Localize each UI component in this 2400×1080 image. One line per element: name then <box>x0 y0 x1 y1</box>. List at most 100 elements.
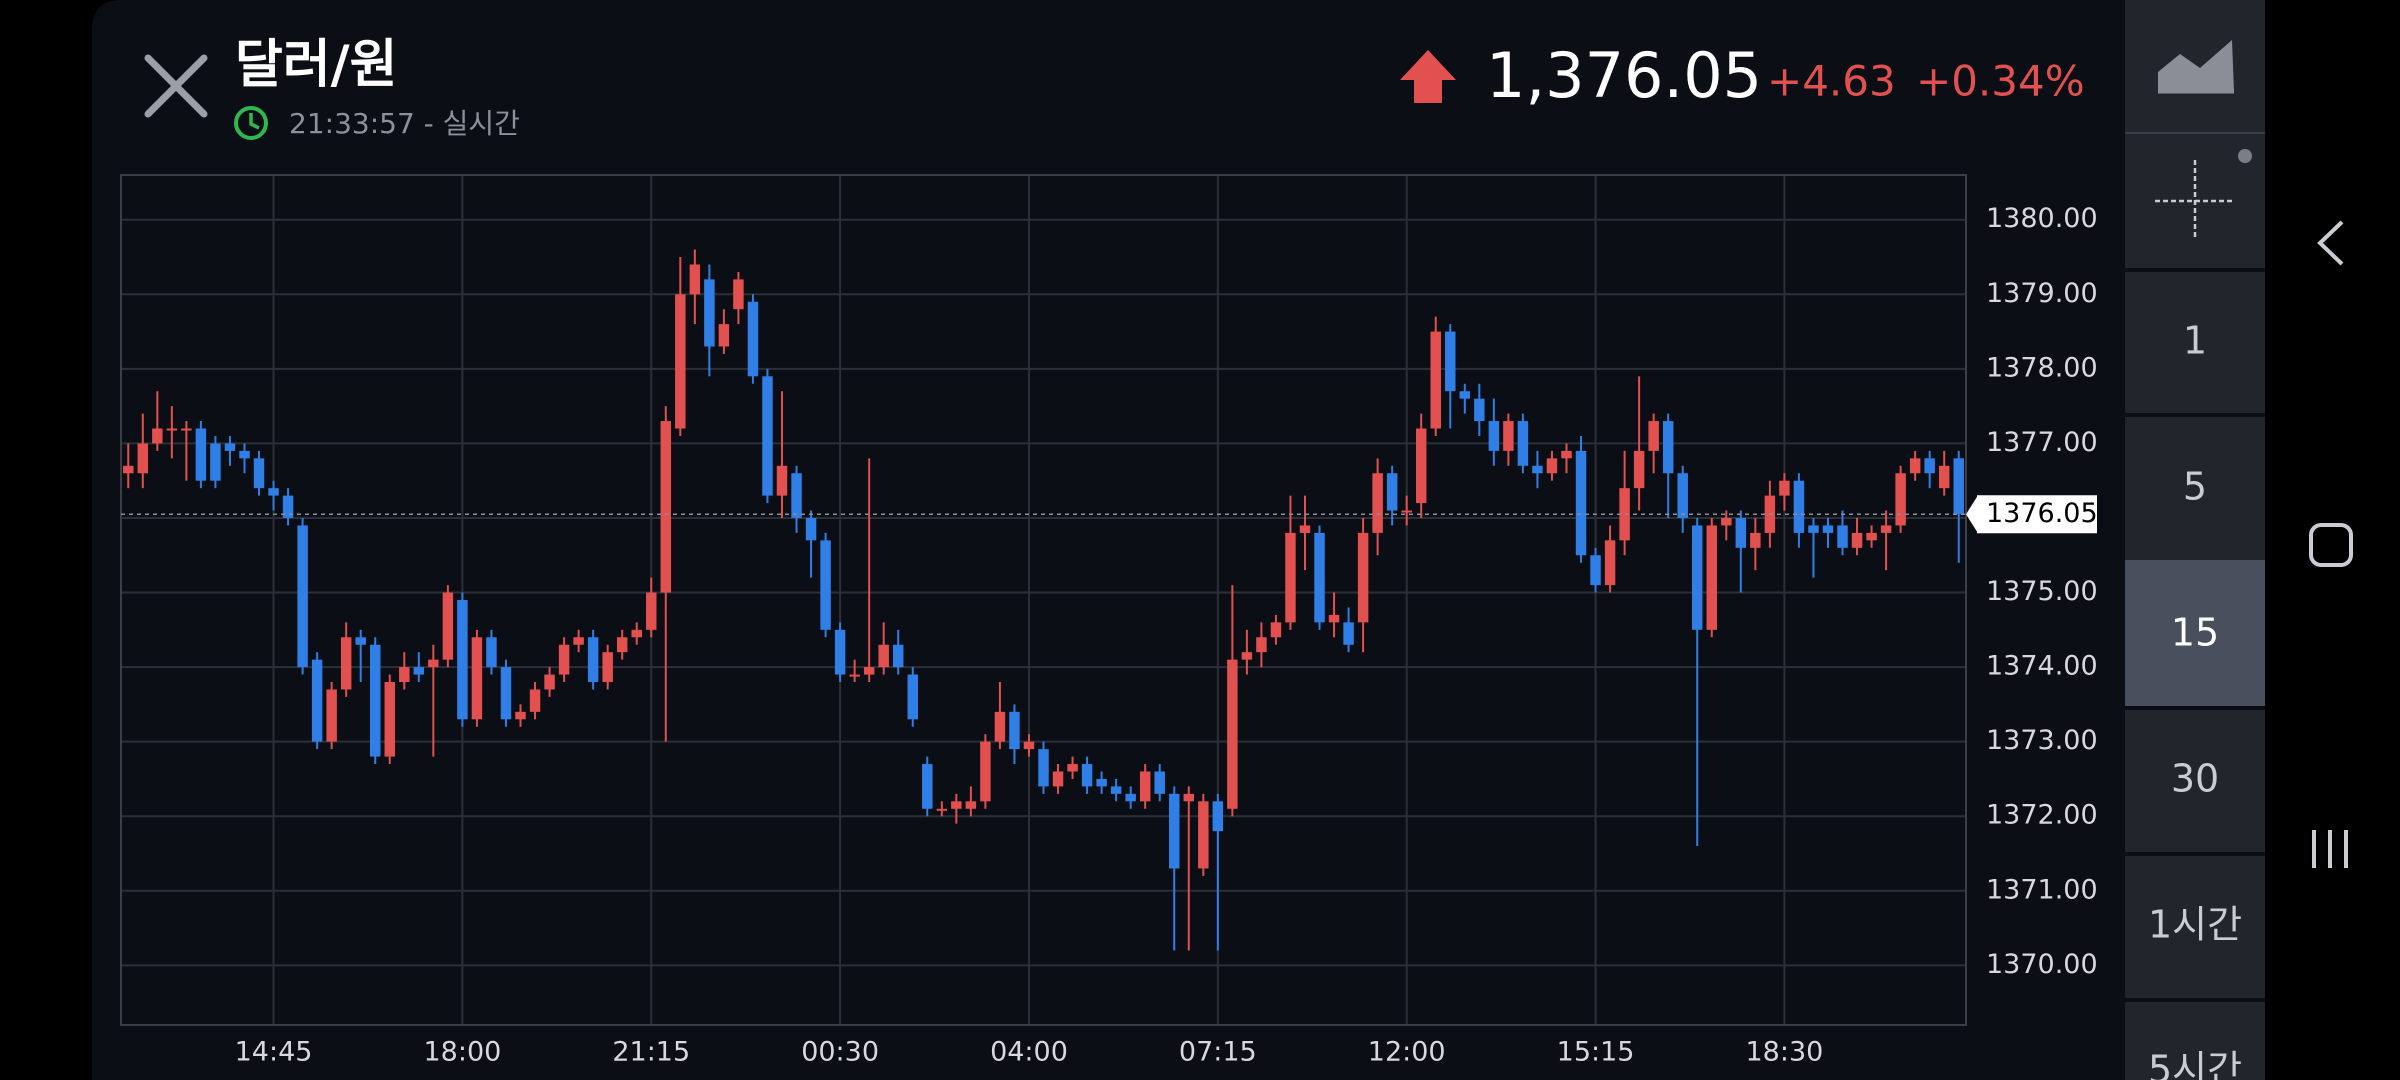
interval-button[interactable]: 1 <box>2183 319 2207 363</box>
candle-body <box>1938 465 1950 489</box>
candle-body <box>1328 614 1340 623</box>
x-tick-label: 14:45 <box>235 1037 313 1068</box>
candle-body <box>1793 480 1805 533</box>
candle-body <box>834 629 846 675</box>
chart-type-button[interactable] <box>2158 40 2234 94</box>
candle-body <box>762 376 773 496</box>
interval-button[interactable]: 5시간 <box>2148 1048 2242 1080</box>
candle-body <box>1212 801 1224 832</box>
candle-body <box>602 652 613 683</box>
candle-body <box>413 667 425 675</box>
candle-body <box>1256 637 1267 653</box>
candle-body <box>1038 749 1049 787</box>
candle-body <box>892 644 904 668</box>
candle-body <box>1604 540 1616 586</box>
candle-body <box>616 637 628 653</box>
candle-body <box>166 428 178 431</box>
candle-body <box>428 659 439 668</box>
candle-body <box>253 458 265 489</box>
candle-body <box>1415 428 1427 504</box>
interval-label: 5 <box>2183 465 2207 509</box>
candle-body <box>587 637 599 683</box>
candle-body <box>1198 801 1209 869</box>
candle-body <box>1227 659 1238 809</box>
interval-button[interactable]: 1시간 <box>2148 903 2242 947</box>
separator <box>2125 413 2265 417</box>
price: 1,376.05 <box>1486 39 1762 112</box>
candle-body <box>1459 391 1471 399</box>
candle-body <box>660 421 672 593</box>
y-tick-label: 1374.00 <box>1986 651 2098 682</box>
candle-body <box>1096 778 1107 787</box>
candle-body <box>863 667 875 675</box>
candle-body <box>457 600 468 720</box>
candle-body <box>1909 458 1921 474</box>
close-button[interactable] <box>144 54 208 118</box>
x-tick-label: 07:15 <box>1179 1037 1257 1068</box>
candle-body <box>1735 517 1747 548</box>
candle-body <box>1677 473 1688 518</box>
candle-body <box>1023 741 1035 750</box>
candle-body <box>1314 532 1325 623</box>
candle-body <box>1750 532 1761 548</box>
y-tick-label: 1380.00 <box>1986 203 2098 234</box>
candle-body <box>1241 652 1253 660</box>
candle-body <box>1532 465 1543 474</box>
candle-body <box>1721 517 1732 526</box>
candle-body <box>471 637 483 720</box>
candle-body <box>1851 532 1863 548</box>
interval-button[interactable]: 5 <box>2183 465 2207 509</box>
candle-body <box>181 428 192 431</box>
candle-body <box>1590 555 1601 586</box>
crosshair-button[interactable] <box>2155 160 2235 240</box>
y-tick-label: 1373.00 <box>1986 725 2098 756</box>
up-arrow <box>1400 50 1456 103</box>
plot-border <box>120 174 1967 1026</box>
candle-body <box>1648 421 1659 451</box>
candle-body <box>922 764 933 809</box>
interval-label: 1 <box>2183 319 2207 363</box>
candle-body <box>980 741 991 802</box>
candle-body <box>1067 764 1078 772</box>
price-tag-label: 1376.05 <box>1986 498 2098 529</box>
candle-body <box>820 540 831 630</box>
nav-back[interactable] <box>2317 220 2344 266</box>
y-tick-label: 1377.00 <box>1986 427 2098 458</box>
candle-body <box>370 644 381 757</box>
close-icon <box>144 54 208 118</box>
candle-body <box>1503 421 1514 451</box>
candle-body <box>399 667 410 683</box>
candle-body <box>224 443 236 451</box>
candle-body <box>675 294 686 429</box>
candle-body <box>1517 421 1529 466</box>
candle-body <box>1299 525 1311 533</box>
y-tick-label: 1378.00 <box>1986 352 2098 383</box>
x-tick-label: 21:15 <box>612 1037 690 1068</box>
candle-body <box>282 495 294 518</box>
y-tick-label: 1375.00 <box>1986 576 2098 607</box>
candle-body <box>195 428 207 481</box>
clock-icon <box>234 106 268 140</box>
candle-body <box>951 801 962 809</box>
candle-body <box>515 711 526 720</box>
candle-body <box>1372 473 1383 533</box>
candle-body <box>1052 771 1064 787</box>
candle-body <box>1953 458 1964 515</box>
x-tick-label: 18:00 <box>423 1037 501 1068</box>
nav-home[interactable] <box>2309 523 2353 567</box>
candle-body <box>573 637 584 645</box>
candle-body <box>936 808 948 811</box>
candle-body <box>500 667 512 720</box>
interval-button[interactable]: 30 <box>2171 757 2219 801</box>
candle-body <box>239 450 250 459</box>
candle-body <box>1662 421 1674 474</box>
nav-recent[interactable] <box>2312 830 2348 868</box>
candle-body <box>1270 622 1282 638</box>
candle-body <box>646 592 657 630</box>
candle-body <box>558 644 570 675</box>
candle-body <box>1430 331 1441 429</box>
candle-body <box>1139 771 1151 802</box>
candle-body <box>1445 331 1456 392</box>
interval-selected[interactable] <box>2125 560 2265 706</box>
candle-body <box>268 488 279 496</box>
